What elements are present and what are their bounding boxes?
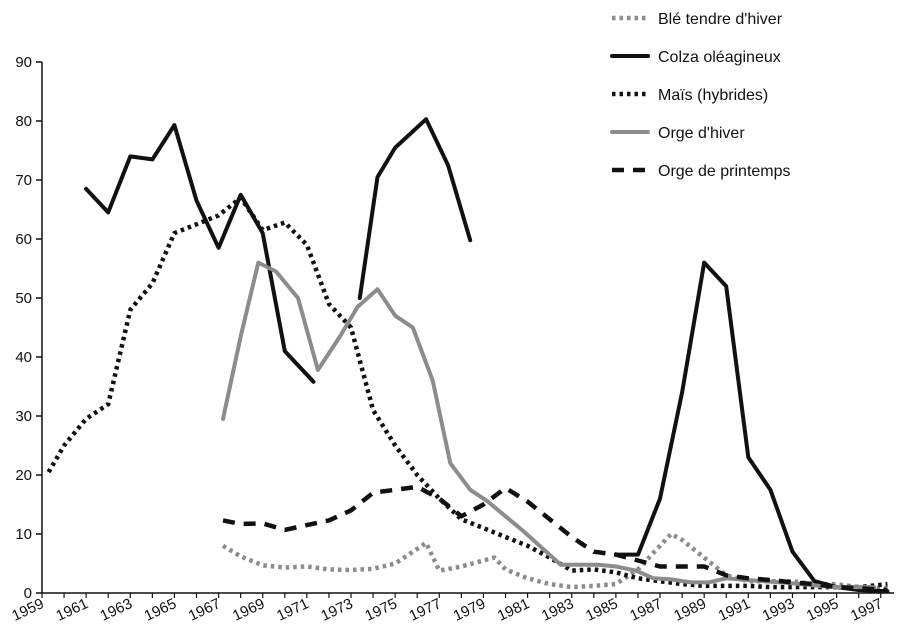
series-line [46, 195, 888, 590]
x-tick-label: 1991 [716, 595, 753, 625]
series-line [221, 260, 877, 590]
chart-axes [41, 62, 894, 594]
x-tick-label: 1993 [760, 595, 797, 625]
legend-item: Orge de printemps [612, 163, 791, 180]
x-tick-label: 1969 [230, 595, 267, 625]
legend-label: Orge d'hiver [658, 125, 745, 142]
legend-label: Colza oléagineux [658, 49, 781, 66]
series-mais-hybrides [46, 195, 888, 590]
series-line [357, 117, 473, 300]
series-line [222, 484, 888, 593]
series-line [613, 260, 890, 594]
x-tick-label: 1981 [495, 595, 532, 625]
y-tick-label: 0 [24, 585, 32, 602]
legend-item: Maïs (hybrides) [612, 87, 768, 104]
legend-item: Colza oléagineux [610, 49, 781, 66]
legend-label: Orge de printemps [658, 163, 791, 180]
y-tick-label: 10 [15, 526, 32, 543]
series-orge-de-printemps [222, 484, 888, 593]
x-tick-label: 1971 [274, 595, 311, 625]
y-tick-label: 70 [15, 172, 32, 189]
legend-item: Orge d'hiver [610, 125, 745, 142]
x-tick-label: 1963 [98, 595, 135, 625]
x-tick-label: 1987 [627, 595, 664, 625]
series-line [84, 123, 316, 384]
legend-label: Blé tendre d'hiver [658, 11, 783, 28]
y-tick-label: 60 [15, 231, 32, 248]
series-lines [46, 117, 890, 594]
x-tick-label: 1965 [142, 595, 179, 625]
x-tick-label: 1959 [9, 595, 46, 625]
y-tick-label: 20 [15, 467, 32, 484]
x-tick-label: 1961 [53, 595, 90, 625]
x-tick-label: 1989 [671, 595, 708, 625]
y-tick-label: 90 [15, 54, 32, 71]
x-tick-label: 1979 [451, 595, 488, 625]
x-tick-label: 1977 [407, 595, 444, 625]
y-axis-ticks: 0 10 20 30 40 50 60 70 80 90 [15, 54, 42, 602]
y-tick-label: 30 [15, 408, 32, 425]
y-tick-label: 80 [15, 113, 32, 130]
x-tick-label: 1997 [848, 595, 885, 625]
x-tick-label: 1995 [804, 595, 841, 625]
x-tick-label: 1967 [186, 595, 223, 625]
y-tick-label: 50 [15, 290, 32, 307]
x-tick-label: 1983 [539, 595, 576, 625]
y-tick-label: 40 [15, 349, 32, 366]
series-colza-oleagineux [84, 117, 890, 594]
x-tick-label: 1973 [318, 595, 355, 625]
series-orge-d-hiver [221, 260, 877, 590]
x-tick-label: 1985 [583, 595, 620, 625]
x-axis-ticks: 1959 1961 1963 1965 1967 1969 1971 1973 1975 1977… [9, 593, 885, 625]
x-tick-label: 1975 [362, 595, 399, 625]
chart-legend: Blé tendre d'hiver Colza oléagineux Maïs (… [610, 11, 791, 180]
legend-item: Blé tendre d'hiver [612, 11, 783, 28]
legend-label: Maïs (hybrides) [658, 87, 768, 104]
